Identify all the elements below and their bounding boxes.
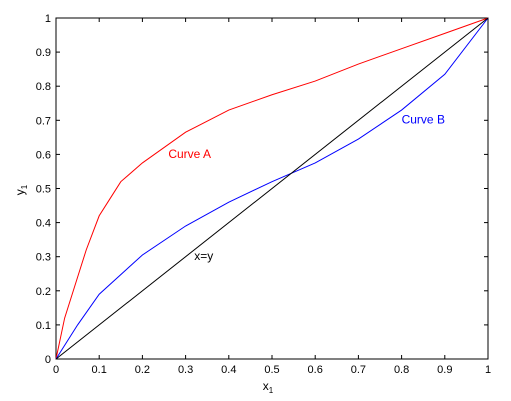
- series-line-curve-b: [55, 17, 489, 360]
- curve-annotations: Curve A Curve B x=y: [168, 113, 445, 263]
- x-tick-label: 0.2: [135, 364, 150, 376]
- x-tick-label: 0.7: [351, 364, 366, 376]
- x-tick-label: 1: [485, 364, 491, 376]
- x-tick-label: 0.8: [394, 364, 409, 376]
- y-tick-label: 0: [45, 354, 51, 366]
- annotation-label: Curve B: [402, 113, 445, 127]
- x-tick-label: 0.1: [92, 364, 107, 376]
- x-tick-label: 0.5: [264, 364, 279, 376]
- annotation-label: x=y: [194, 249, 213, 263]
- y-tick-label: 0.2: [36, 286, 51, 298]
- y-tick-label: 0.7: [36, 115, 51, 127]
- series-line-x-y: [55, 17, 489, 360]
- axis-ticks: 0 0.1 0.2 0.3 0.4 0.5 0.6 0.7 0.8 0.9 1 0 0.1 0.2 0.3 0…: [36, 13, 491, 376]
- series-line-curve-a: [55, 17, 489, 360]
- x-axis-label: x1: [263, 379, 274, 395]
- annotation-label: Curve A: [168, 147, 211, 161]
- y-tick-label: 1: [45, 13, 51, 25]
- y-tick-label: 0.5: [36, 184, 51, 196]
- y-tick-label: 0.6: [36, 149, 51, 161]
- y-tick-label: 0.3: [36, 252, 51, 264]
- x-tick-label: 0.3: [178, 364, 193, 376]
- x-tick-label: 0.9: [437, 364, 452, 376]
- x-tick-label: 0.6: [308, 364, 323, 376]
- x-tick-label: 0.4: [221, 364, 236, 376]
- x-tick-label: 0: [53, 364, 59, 376]
- data-series: [55, 17, 489, 360]
- y-tick-label: 0.9: [36, 47, 51, 59]
- y-tick-label: 0.8: [36, 81, 51, 93]
- y-axis-label: y1: [13, 184, 29, 195]
- y-tick-label: 0.4: [36, 218, 51, 230]
- y-tick-label: 0.1: [36, 320, 51, 332]
